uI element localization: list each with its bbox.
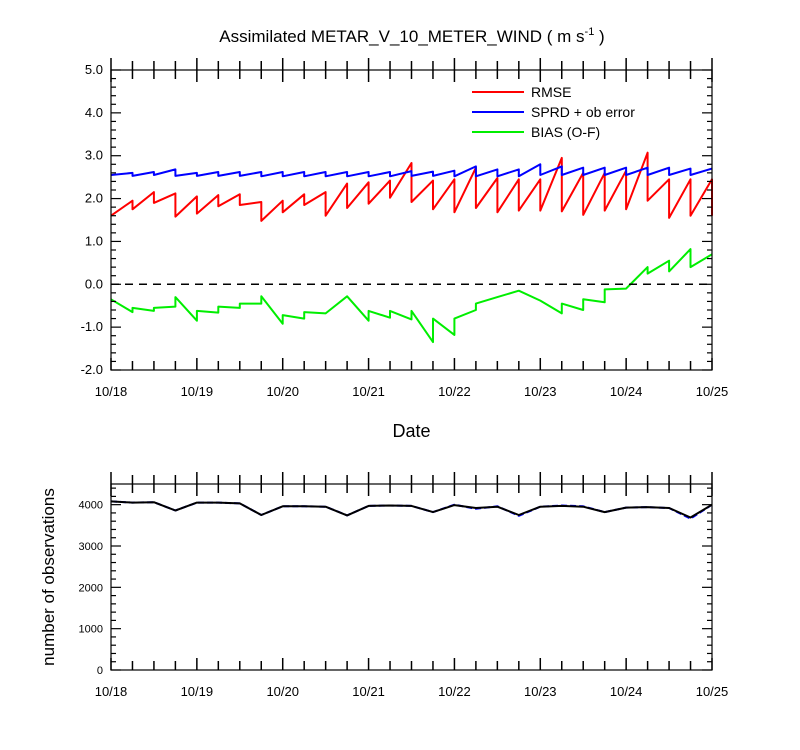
x-tick-label: 10/19 [181,684,214,699]
legend: RMSE SPRD + ob error BIAS (O-F) [472,84,635,140]
x-tick-label: 10/20 [266,384,299,399]
x-tick-label: 10/21 [352,384,385,399]
series-line-rmse [110,151,713,222]
top-series-group [110,151,713,344]
x-tick-label: 10/25 [696,684,729,699]
legend-label: SPRD + ob error [531,104,635,120]
x-tick-label: 10/19 [181,384,214,399]
series-line-observations [110,500,713,520]
x-tick-label: 10/21 [352,684,385,699]
x-tick-label: 10/23 [524,384,557,399]
x-axis-label: Date [392,421,430,441]
legend-label: RMSE [531,84,571,100]
y-tick-label: 0 [97,665,103,677]
y-tick-label: 3000 [79,541,103,553]
bottom-tick-group: 10/18 10/19 10/20 10/21 10/22 10/23 10/24 10/25… [79,472,729,699]
legend-label: BIAS (O-F) [531,124,600,140]
x-tick-label: 10/23 [524,684,557,699]
top-plot-frame [110,69,713,371]
bottom-plot-frame [110,483,713,671]
chart-title-main: Assimilated METAR_V_10_METER_WIND ( m s [219,27,584,46]
y-tick-label: -1.0 [81,319,103,334]
top-tick-group: 10/18 10/19 10/20 10/21 10/22 10/23 10/24 10/25… [81,58,729,399]
bottom-panel: 10/18 10/19 10/20 10/21 10/22 10/23 10/24 10/25… [39,472,728,699]
y-tick-label: 2000 [79,582,103,594]
series-line-bias-o-f [110,248,713,344]
chart-title-superscript: -1 [585,26,595,38]
y-tick-label: 5.0 [85,62,103,77]
x-tick-label: 10/18 [95,384,128,399]
y-tick-label: 0.0 [85,276,103,291]
y-tick-label: 1000 [79,624,103,636]
chart-title-end: ) [594,27,604,46]
y-tick-label: 4.0 [85,105,103,120]
y-tick-label: 4000 [79,500,103,512]
top-panel: 10/18 10/19 10/20 10/21 10/22 10/23 10/24 10/25… [81,58,729,441]
series-line-sprd-ob-error [110,163,713,178]
x-tick-label: 10/22 [438,684,471,699]
x-tick-label: 10/24 [610,384,643,399]
y-tick-label: 1.0 [85,233,103,248]
x-tick-label: 10/24 [610,684,643,699]
y-axis-label-observations: number of observations [39,488,58,666]
y-tick-label: -2.0 [81,362,103,377]
x-tick-label: 10/22 [438,384,471,399]
x-tick-label: 10/20 [266,684,299,699]
x-tick-label: 10/25 [696,384,729,399]
bottom-series-group [110,500,713,520]
series-line-observations-used [110,500,713,519]
chart-title: Assimilated METAR_V_10_METER_WIND ( m s-… [219,26,604,46]
y-tick-label: 3.0 [85,148,103,163]
y-tick-label: 2.0 [85,191,103,206]
x-tick-label: 10/18 [95,684,128,699]
